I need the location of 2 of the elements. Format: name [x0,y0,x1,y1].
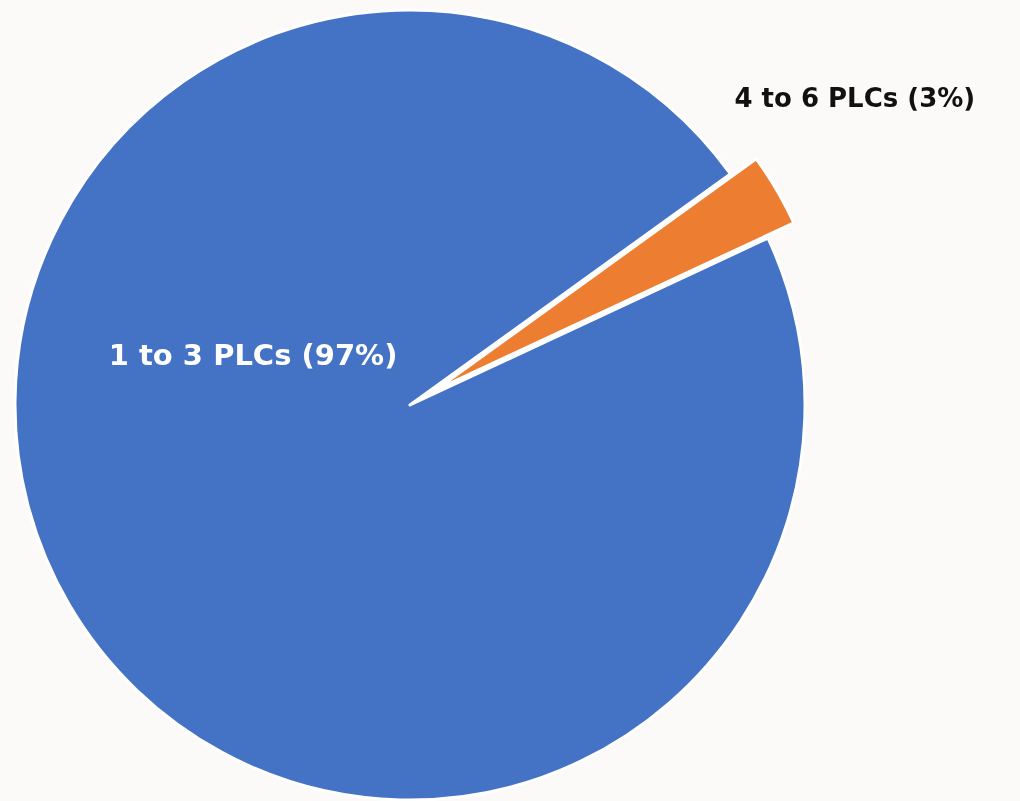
slice-label: 1 to 3 PLCs (97%) [108,338,398,373]
slice-label: 4 to 6 PLCs (3%) [734,83,976,114]
